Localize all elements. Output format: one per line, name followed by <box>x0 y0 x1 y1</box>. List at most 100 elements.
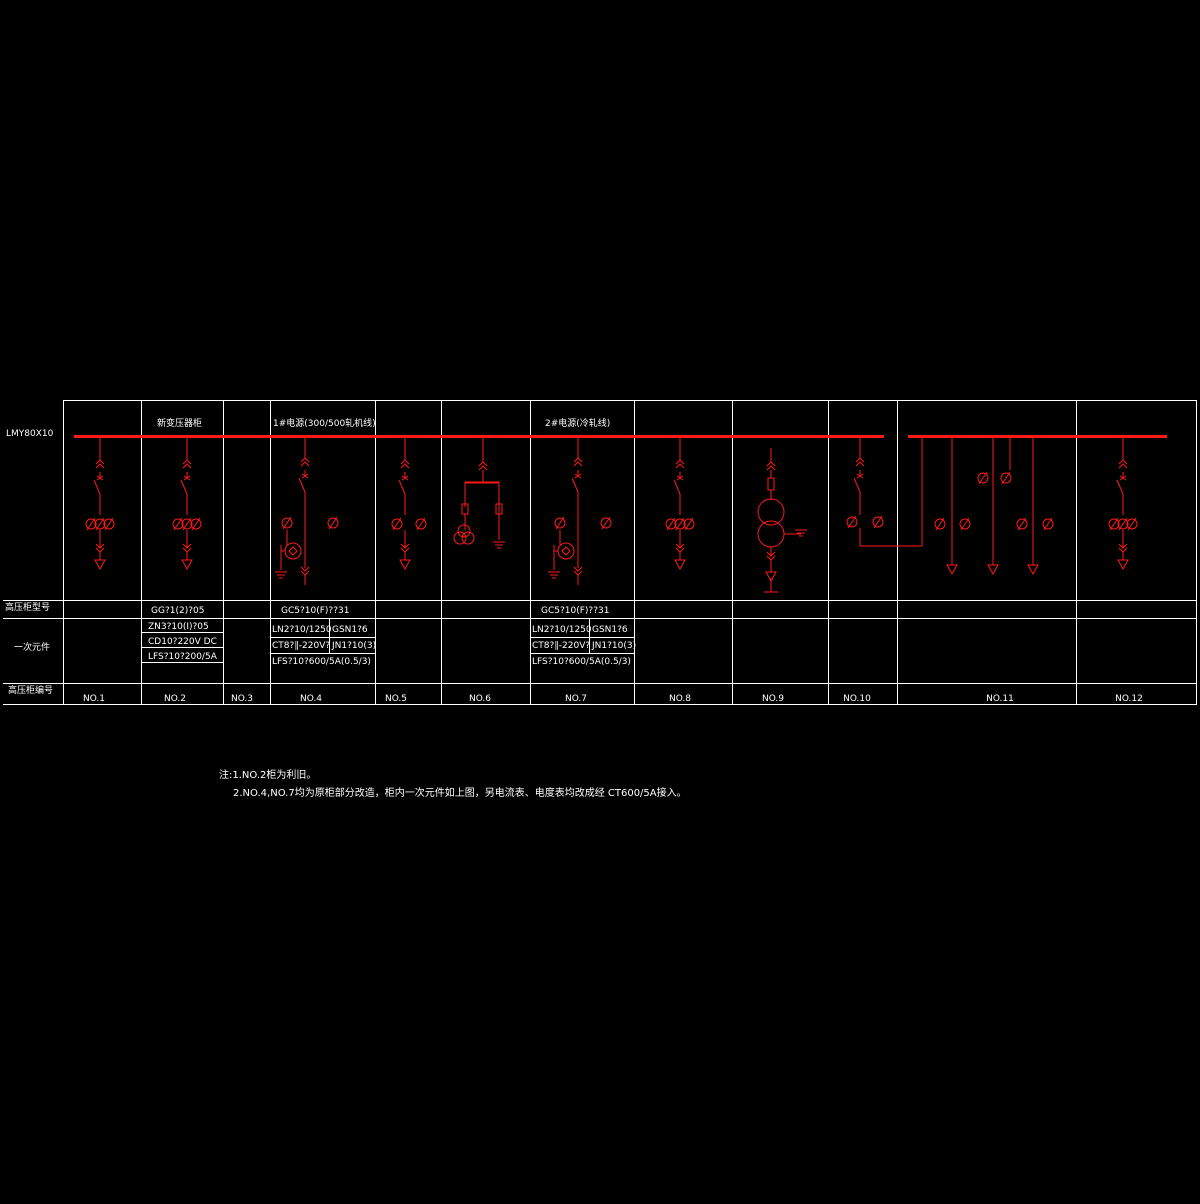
current-transformer-icon <box>327 517 339 529</box>
ct-slash <box>1017 517 1027 531</box>
title-source-2: 2#电源(冷轧线) <box>545 417 610 429</box>
row-label-primary-components: 一次元件 <box>14 641 50 653</box>
current-transformer-icon <box>872 516 884 528</box>
cable-outlet-icon <box>94 559 106 571</box>
component-no4-left-2: CT8?∥-220V? <box>272 641 330 651</box>
component-no7-left-3: LFS?10?600/5A(0.5/3) <box>532 657 631 667</box>
row-label-cabinet-model: 高压柜型号 <box>5 601 50 613</box>
breaker-cross-icon <box>401 475 409 481</box>
current-transformer-icon <box>181 518 193 530</box>
ct-slash <box>555 516 565 530</box>
disconnect-contact-icon <box>300 566 310 576</box>
wire <box>464 481 500 484</box>
current-transformer-icon <box>665 518 677 530</box>
component-no4-right-1: GSN1?6 <box>332 625 368 635</box>
breaker-switch-icon <box>673 479 681 495</box>
ct-slash <box>873 515 883 529</box>
cable-outlet-icon <box>946 564 958 576</box>
note-line-1: 注:1.NO.2柜为利旧。 <box>219 770 317 781</box>
cabinet-number: NO.1 <box>83 694 105 704</box>
current-transformer-icon <box>554 517 566 529</box>
ct-slash <box>1118 517 1128 531</box>
component-no7-left-1: LN2?10/1250 <box>532 625 592 635</box>
cabinet-number: NO.11 <box>986 694 1014 704</box>
breaker-cross-icon <box>856 473 864 479</box>
voltmeter-icon <box>557 542 575 560</box>
cabinet-number: NO.3 <box>231 694 253 704</box>
ct-slash <box>1043 517 1053 531</box>
disconnect-contact-icon <box>1118 459 1128 469</box>
ct-slash <box>282 516 292 530</box>
breaker-switch-icon <box>853 477 861 493</box>
disconnect-contact-icon <box>478 461 488 471</box>
breaker-switch-icon <box>298 477 306 493</box>
disconnect-contact-icon <box>675 459 685 469</box>
potential-transformer-icon <box>457 524 471 538</box>
ct-slash <box>675 517 685 531</box>
component-no2-1: ZN3?10(I)?05 <box>148 622 209 632</box>
current-transformer-icon <box>1016 518 1028 530</box>
disconnect-contact-icon <box>573 457 583 467</box>
disconnect-contact-icon <box>400 459 410 469</box>
ct-slash <box>1109 517 1119 531</box>
ct-slash <box>182 517 192 531</box>
disconnect-contact-icon <box>573 566 583 576</box>
cable-outlet-icon <box>765 571 777 583</box>
cabinet-model-no7: GC5?10(F)??31 <box>541 606 609 616</box>
ct-slash <box>416 517 426 531</box>
voltmeter-fill <box>561 546 571 556</box>
ct-slash <box>1127 517 1137 531</box>
cable-outlet-icon <box>674 559 686 571</box>
current-transformer-icon <box>85 518 97 530</box>
current-transformer-icon <box>683 518 695 530</box>
transformer-winding-icon <box>757 498 785 526</box>
cabinet-number: NO.6 <box>469 694 491 704</box>
component-no2-2: CD10?220V DC <box>148 637 217 647</box>
ct-slash <box>601 516 611 530</box>
current-transformer-icon <box>1126 518 1138 530</box>
ct-slash <box>392 517 402 531</box>
ct-slash <box>191 517 201 531</box>
cable-outlet-icon <box>181 559 193 571</box>
cabinet-model-no4: GC5?10(F)??31 <box>281 606 349 616</box>
ct-slash <box>104 517 114 531</box>
cabinet-number: NO.12 <box>1115 694 1143 704</box>
current-transformer-icon <box>1042 518 1054 530</box>
component-no7-left-2: CT8?∥-220V? <box>532 641 590 651</box>
breaker-cross-icon <box>301 473 309 479</box>
breaker-cross-icon <box>574 473 582 479</box>
cabinet-number: NO.9 <box>762 694 784 704</box>
ct-slash <box>935 517 945 531</box>
voltmeter-fill <box>288 546 298 556</box>
current-transformer-icon <box>391 518 403 530</box>
current-transformer-icon <box>977 472 989 484</box>
ground-icon <box>275 571 287 579</box>
ct-slash <box>328 516 338 530</box>
breaker-cross-icon <box>96 475 104 481</box>
disconnect-contact-icon <box>766 461 776 471</box>
current-transformer-icon <box>1117 518 1129 530</box>
current-transformer-icon <box>600 517 612 529</box>
cabinet-number: NO.8 <box>669 694 691 704</box>
breaker-switch-icon <box>180 479 188 495</box>
ground-icon <box>795 529 807 537</box>
ground-icon <box>493 541 505 549</box>
ct-slash <box>847 515 857 529</box>
breaker-switch-icon <box>93 479 101 495</box>
breaker-cross-icon <box>1119 475 1127 481</box>
table-frame <box>3 400 1197 705</box>
cabinet-model-no2: GG?1(2)?05 <box>151 606 204 616</box>
ct-slash <box>1001 471 1011 485</box>
potential-transformer-icon <box>453 531 467 545</box>
note-line-2: 2.NO.4,NO.7均为原柜部分改造，柜内一次元件如上图，另电流表、电度表均改… <box>233 788 687 799</box>
breaker-cross-icon <box>676 475 684 481</box>
current-transformer-icon <box>190 518 202 530</box>
ct-slash <box>173 517 183 531</box>
disconnect-contact-icon <box>182 459 192 469</box>
current-transformer-icon <box>1108 518 1120 530</box>
cable-outlet-icon <box>1117 559 1129 571</box>
breaker-switch-icon <box>1116 479 1124 495</box>
potential-transformer-icon <box>461 531 475 545</box>
current-transformer-icon <box>846 516 858 528</box>
